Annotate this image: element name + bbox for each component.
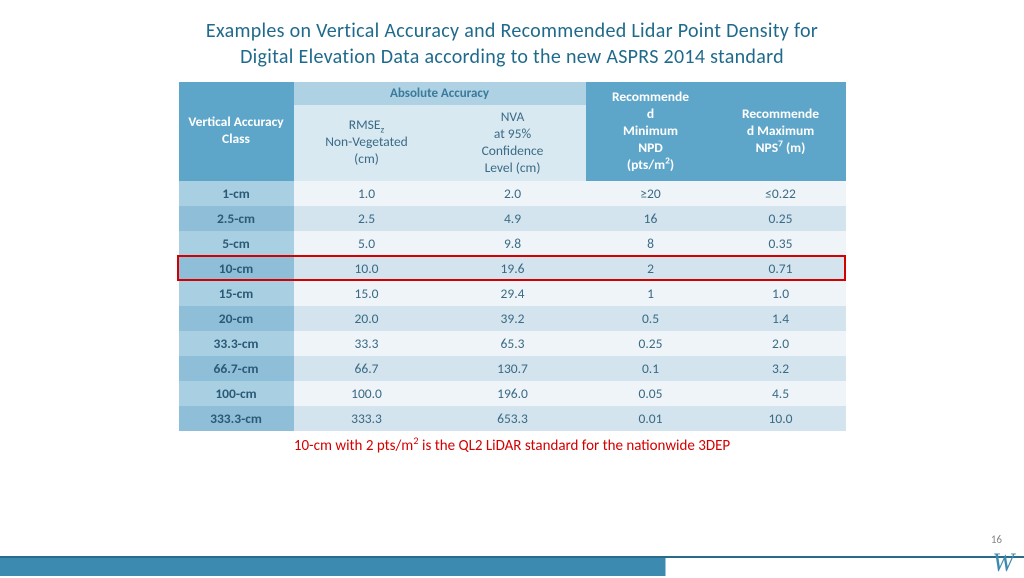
caption-note: 10-cm with 2 pts/m2 is the QL2 LiDAR sta…: [0, 437, 1024, 455]
data-cell: 4.9: [440, 206, 586, 231]
data-cell: 3.2: [716, 356, 846, 381]
footer-logo: W: [992, 548, 1014, 578]
data-cell: 2: [586, 256, 716, 281]
data-cell: 65.3: [440, 331, 586, 356]
data-cell: ≤0.22: [716, 181, 846, 206]
data-cell: 196.0: [440, 381, 586, 406]
title-line-1: Examples on Vertical Accuracy and Recomm…: [206, 19, 818, 43]
col-header-class-text: Vertical Accuracy Class: [188, 113, 283, 147]
data-cell: 0.25: [586, 331, 716, 356]
data-cell: 29.4: [440, 281, 586, 306]
data-cell: 10.0: [716, 406, 846, 431]
data-cell: ≥20: [586, 181, 716, 206]
col-group-absolute-accuracy: Absolute Accuracy: [294, 82, 586, 105]
data-cell: 0.35: [716, 231, 846, 256]
data-cell: 130.7: [440, 356, 586, 381]
data-cell: 0.05: [586, 381, 716, 406]
table-row: 5-cm5.09.880.35: [179, 231, 846, 256]
row-header-cell: 66.7-cm: [179, 356, 294, 381]
accuracy-table: Vertical Accuracy Class Absolute Accurac…: [179, 82, 846, 431]
table-row: 33.3-cm33.365.30.252.0: [179, 331, 846, 356]
table-row: 66.7-cm66.7130.70.13.2: [179, 356, 846, 381]
data-cell: 9.8: [440, 231, 586, 256]
data-cell: 0.01: [586, 406, 716, 431]
data-cell: 33.3: [294, 331, 440, 356]
data-cell: 66.7: [294, 356, 440, 381]
row-header-cell: 15-cm: [179, 281, 294, 306]
data-cell: 1.0: [716, 281, 846, 306]
data-cell: 0.5: [586, 306, 716, 331]
data-cell: 20.0: [294, 306, 440, 331]
row-header-cell: 1-cm: [179, 181, 294, 206]
data-cell: 1.0: [294, 181, 440, 206]
col-header-npd: Recommende d Minimum NPD (pts/m2): [586, 82, 716, 181]
col-header-rmse: RMSEz Non-Vegetated (cm): [294, 105, 440, 181]
row-header-cell: 33.3-cm: [179, 331, 294, 356]
data-cell: 0.25: [716, 206, 846, 231]
table-row: 10-cm10.019.620.71: [179, 256, 846, 281]
data-cell: 1.4: [716, 306, 846, 331]
data-cell: 100.0: [294, 381, 440, 406]
data-cell: 16: [586, 206, 716, 231]
data-cell: 15.0: [294, 281, 440, 306]
data-cell: 4.5: [716, 381, 846, 406]
slide-title: Examples on Vertical Accuracy and Recomm…: [0, 0, 1024, 82]
data-cell: 333.3: [294, 406, 440, 431]
data-cell: 2.0: [440, 181, 586, 206]
row-header-cell: 2.5-cm: [179, 206, 294, 231]
row-header-cell: 5-cm: [179, 231, 294, 256]
data-cell: 8: [586, 231, 716, 256]
title-line-2: Digital Elevation Data according to the …: [240, 45, 784, 69]
data-cell: 0.71: [716, 256, 846, 281]
col-header-nps: Recommende d Maximum NPS7 (m): [716, 82, 846, 181]
table-row: 15-cm15.029.411.0: [179, 281, 846, 306]
data-cell: 10.0: [294, 256, 440, 281]
footer-bar: W: [0, 556, 1024, 576]
row-header-cell: 333.3-cm: [179, 406, 294, 431]
data-cell: 0.1: [586, 356, 716, 381]
page-number: 16: [991, 533, 1002, 546]
row-header-cell: 20-cm: [179, 306, 294, 331]
col-header-nva: NVA at 95% Confidence Level (cm): [440, 105, 586, 181]
table-row: 2.5-cm2.54.9160.25: [179, 206, 846, 231]
data-cell: 2.5: [294, 206, 440, 231]
table-row: 100-cm100.0196.00.054.5: [179, 381, 846, 406]
data-cell: 19.6: [440, 256, 586, 281]
table-row: 20-cm20.039.20.51.4: [179, 306, 846, 331]
col-header-class: Vertical Accuracy Class: [179, 82, 294, 181]
data-cell: 2.0: [716, 331, 846, 356]
data-cell: 5.0: [294, 231, 440, 256]
data-cell: 653.3: [440, 406, 586, 431]
row-header-cell: 10-cm: [179, 256, 294, 281]
table-container: Vertical Accuracy Class Absolute Accurac…: [0, 82, 1024, 431]
table-row: 1-cm1.02.0≥20≤0.22: [179, 181, 846, 206]
data-cell: 39.2: [440, 306, 586, 331]
data-cell: 1: [586, 281, 716, 306]
row-header-cell: 100-cm: [179, 381, 294, 406]
table-row: 333.3-cm333.3653.30.0110.0: [179, 406, 846, 431]
